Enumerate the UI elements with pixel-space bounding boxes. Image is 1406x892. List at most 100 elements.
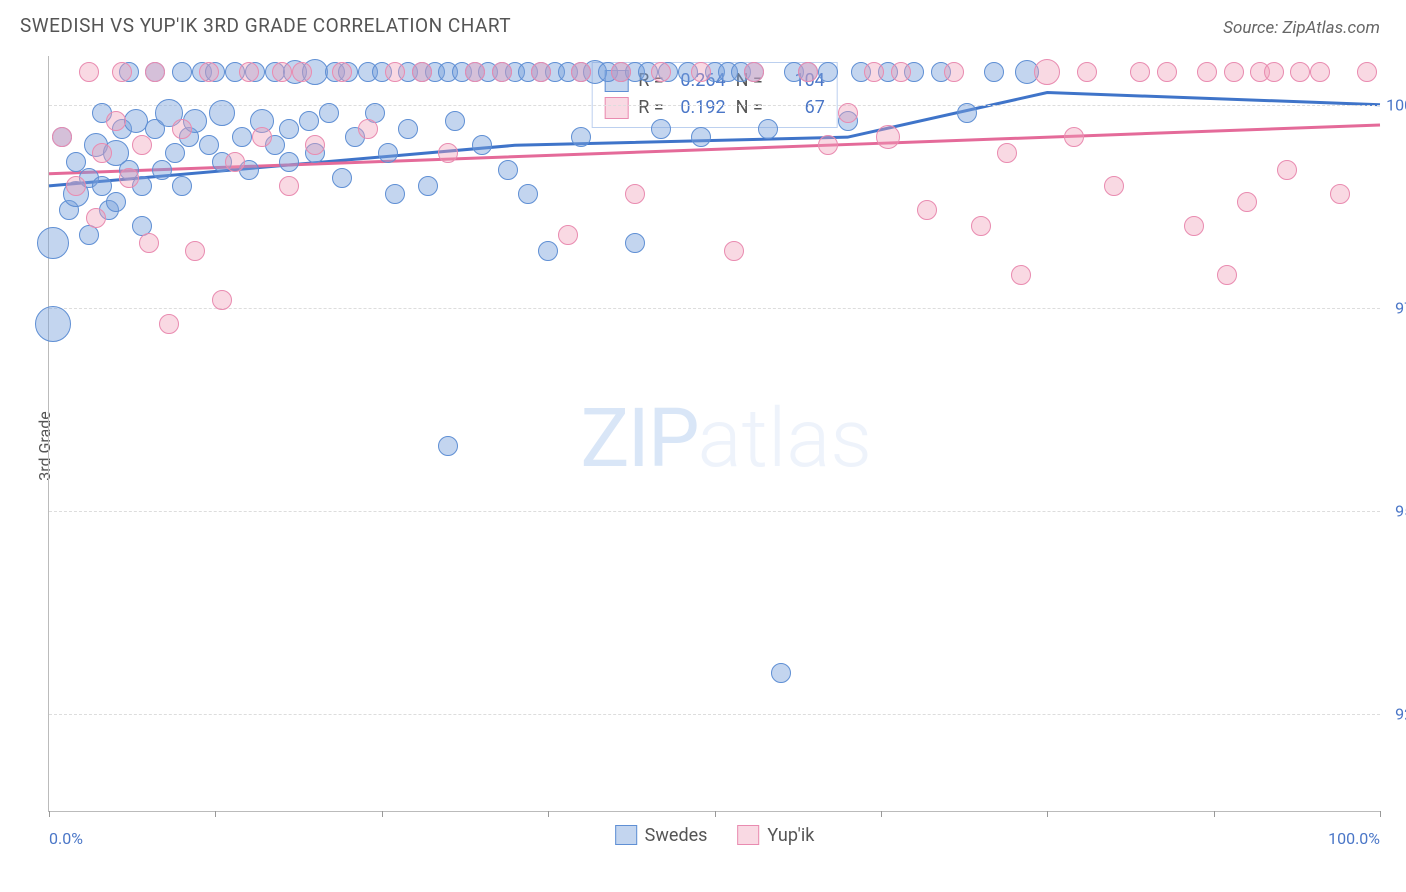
scatter-point (1264, 62, 1284, 82)
scatter-point (1290, 62, 1310, 82)
scatter-point (531, 62, 551, 82)
scatter-point (1104, 176, 1124, 196)
scatter-point (52, 127, 72, 147)
y-tick-label: 95.0% (1395, 501, 1406, 520)
scatter-point (319, 103, 339, 123)
scatter-point (119, 168, 139, 188)
scatter-point (35, 306, 71, 342)
scatter-point (1237, 192, 1257, 212)
legend-r-value-1: 0.192 (674, 94, 726, 121)
scatter-point (172, 62, 192, 82)
scatter-point (139, 233, 159, 253)
scatter-point (385, 184, 405, 204)
scatter-point (438, 436, 458, 456)
scatter-point (279, 176, 299, 196)
scatter-point (79, 62, 99, 82)
scatter-point (92, 143, 112, 163)
scatter-point (691, 127, 711, 147)
scatter-point (917, 200, 937, 220)
scatter-point (625, 233, 645, 253)
scatter-point (272, 62, 292, 82)
x-axis-max-label: 100.0% (1328, 829, 1380, 848)
legend-swatch-yupik-bottom (737, 825, 759, 845)
scatter-point (132, 135, 152, 155)
scatter-point (611, 62, 631, 82)
scatter-point (876, 125, 900, 149)
scatter-point (1277, 160, 1297, 180)
scatter-point (165, 143, 185, 163)
x-tick (49, 811, 50, 817)
scatter-point (771, 663, 791, 683)
scatter-point (305, 135, 325, 155)
scatter-point (299, 111, 319, 131)
scatter-point (106, 111, 126, 131)
x-tick (382, 811, 383, 817)
scatter-point (1224, 62, 1244, 82)
scatter-point (185, 241, 205, 261)
x-tick (1047, 811, 1048, 817)
scatter-point (378, 143, 398, 163)
gridline (49, 511, 1380, 512)
scatter-point (498, 160, 518, 180)
scatter-point (758, 119, 778, 139)
scatter-point (984, 62, 1004, 82)
scatter-point (957, 103, 977, 123)
scatter-point (1357, 62, 1377, 82)
scatter-point (518, 184, 538, 204)
scatter-point (332, 168, 352, 188)
scatter-point (798, 62, 818, 82)
series-legend: Swedes Yup'ik (615, 825, 815, 846)
scatter-point (438, 143, 458, 163)
legend-r-label-1: R = (638, 94, 663, 121)
chart-title: SWEDISH VS YUP'IK 3RD GRADE CORRELATION … (20, 14, 511, 37)
scatter-point (292, 62, 312, 82)
source-label: Source: ZipAtlas.com (1223, 18, 1380, 38)
scatter-point (385, 62, 405, 82)
legend-label-swedes: Swedes (645, 825, 708, 846)
scatter-point (445, 111, 465, 131)
scatter-point (124, 109, 148, 133)
x-tick (715, 811, 716, 817)
scatter-point (418, 176, 438, 196)
scatter-point (724, 241, 744, 261)
scatter-point (691, 62, 711, 82)
scatter-point (252, 127, 272, 147)
gridline (49, 308, 1380, 309)
scatter-point (37, 227, 69, 259)
scatter-point (891, 62, 911, 82)
scatter-point (212, 290, 232, 310)
legend-label-yupik: Yup'ik (767, 825, 814, 846)
scatter-point (172, 176, 192, 196)
x-tick (881, 811, 882, 817)
scatter-point (818, 135, 838, 155)
scatter-point (332, 62, 352, 82)
scatter-point (232, 127, 252, 147)
scatter-point (1197, 62, 1217, 82)
y-tick-label: 100.0% (1386, 95, 1406, 114)
scatter-point (1217, 265, 1237, 285)
scatter-point (651, 119, 671, 139)
scatter-point (944, 62, 964, 82)
y-tick-label: 97.5% (1395, 298, 1406, 317)
scatter-point (225, 152, 245, 172)
legend-swatch-yupik (604, 97, 628, 119)
scatter-point (1157, 62, 1177, 82)
scatter-point (571, 62, 591, 82)
scatter-point (971, 216, 991, 236)
x-axis-min-label: 0.0% (49, 829, 83, 848)
legend-n-label-1: N = (736, 94, 763, 121)
scatter-point (744, 62, 764, 82)
scatter-point (558, 225, 578, 245)
scatter-point (838, 103, 858, 123)
scatter-point (159, 314, 179, 334)
gridline (49, 105, 1380, 106)
scatter-point (239, 62, 259, 82)
scatter-point (864, 62, 884, 82)
scatter-point (279, 152, 299, 172)
gridline (49, 714, 1380, 715)
scatter-point (538, 241, 558, 261)
scatter-point (279, 119, 299, 139)
scatter-point (571, 127, 591, 147)
scatter-point (1011, 265, 1031, 285)
scatter-point (199, 62, 219, 82)
